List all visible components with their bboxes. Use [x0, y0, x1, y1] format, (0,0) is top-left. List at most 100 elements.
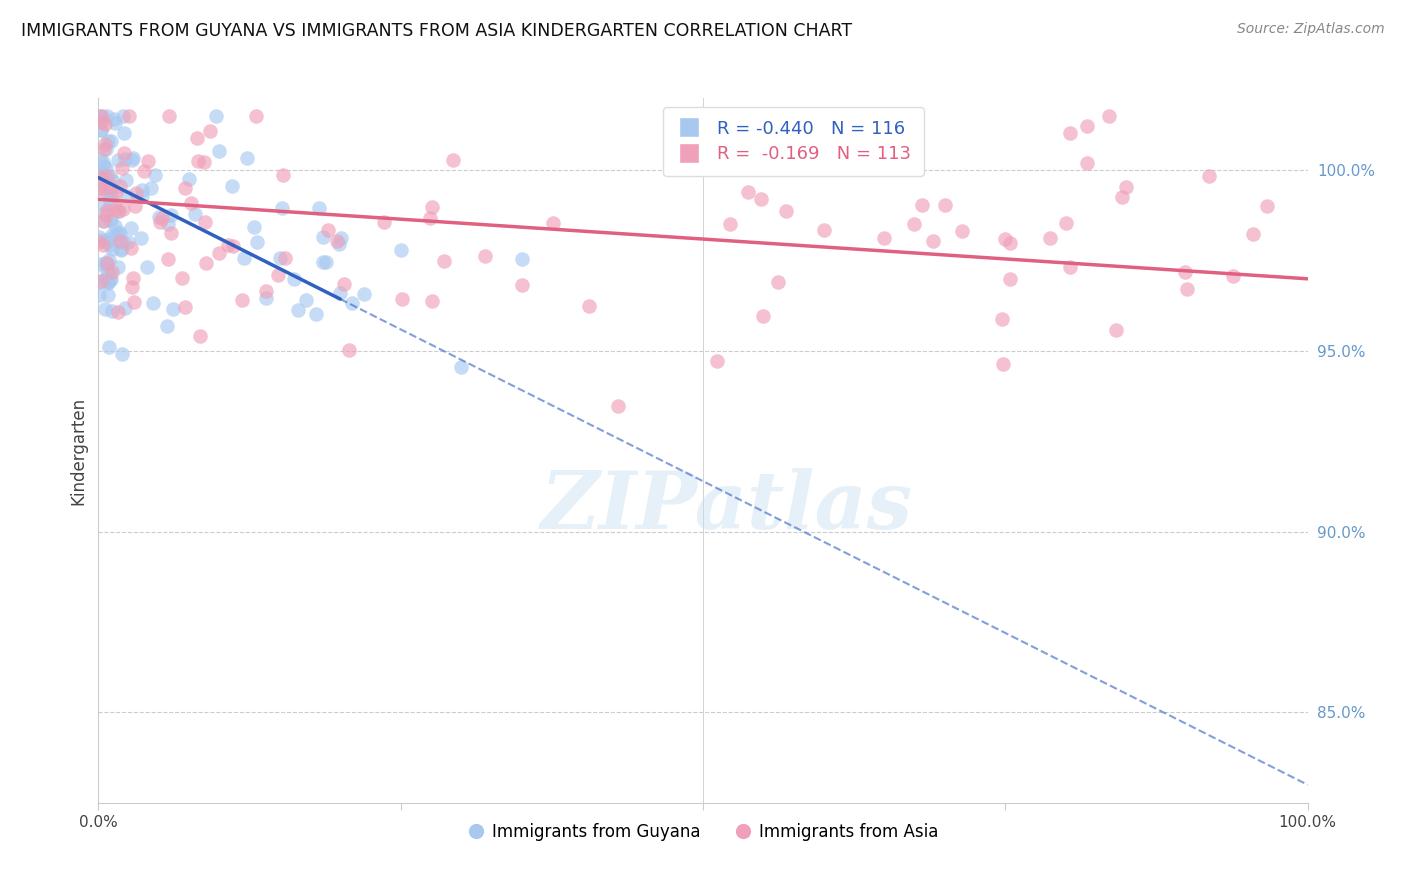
Point — [474, 249, 496, 263]
Point — [94, 136, 117, 151]
Point — [749, 192, 772, 206]
Point — [221, 178, 243, 193]
Point — [1174, 264, 1197, 278]
Point — [194, 256, 217, 270]
Text: ZIPatlas: ZIPatlas — [541, 468, 914, 546]
Point — [179, 172, 201, 186]
Point — [89, 176, 111, 190]
Point — [117, 235, 139, 249]
Point — [98, 187, 121, 202]
Point — [112, 145, 135, 160]
Point — [96, 257, 118, 271]
Point — [91, 167, 114, 181]
Point — [90, 109, 112, 123]
Point — [326, 235, 349, 249]
Point — [922, 234, 945, 248]
Point — [1241, 227, 1264, 241]
Point — [420, 201, 443, 215]
Point — [91, 109, 114, 123]
Point — [1105, 323, 1128, 337]
Point — [96, 202, 118, 217]
Point — [332, 277, 354, 291]
Point — [90, 180, 112, 194]
Point — [1198, 169, 1220, 184]
Point — [98, 213, 121, 227]
Point — [269, 251, 291, 265]
Point — [157, 109, 180, 123]
Point — [148, 210, 170, 224]
Point — [121, 153, 143, 167]
Point — [131, 189, 153, 203]
Point — [1256, 199, 1278, 213]
Point — [150, 211, 173, 225]
Point — [94, 302, 117, 317]
Point — [315, 255, 337, 269]
Point — [174, 300, 197, 314]
Point — [193, 154, 215, 169]
Point — [541, 216, 564, 230]
Point — [90, 274, 112, 288]
Point — [107, 260, 129, 274]
Point — [143, 168, 166, 182]
Point — [101, 189, 124, 203]
Point — [94, 256, 117, 270]
Point — [98, 169, 121, 183]
Point — [156, 217, 179, 231]
Point — [90, 166, 112, 180]
Point — [305, 308, 328, 322]
Point — [96, 273, 118, 287]
Point — [157, 252, 180, 267]
Point — [242, 220, 264, 235]
Point — [87, 235, 110, 249]
Point — [89, 182, 111, 196]
Point — [111, 347, 134, 361]
Point — [90, 122, 112, 136]
Point — [991, 312, 1014, 326]
Point — [111, 202, 134, 217]
Point — [337, 343, 360, 358]
Point — [91, 183, 114, 197]
Point — [111, 161, 134, 175]
Point — [245, 109, 267, 123]
Point — [89, 152, 111, 166]
Point — [187, 154, 209, 169]
Point — [160, 226, 183, 240]
Point — [752, 309, 775, 323]
Text: IMMIGRANTS FROM GUYANA VS IMMIGRANTS FROM ASIA KINDERGARTEN CORRELATION CHART: IMMIGRANTS FROM GUYANA VS IMMIGRANTS FRO… — [21, 22, 852, 40]
Point — [112, 126, 135, 140]
Point — [98, 238, 121, 252]
Point — [104, 219, 127, 233]
Point — [1054, 216, 1077, 230]
Point — [121, 151, 143, 165]
Point — [98, 180, 121, 194]
Point — [131, 231, 153, 245]
Point — [108, 235, 131, 249]
Point — [121, 280, 143, 294]
Point — [104, 116, 127, 130]
Point — [139, 181, 162, 195]
Text: Source: ZipAtlas.com: Source: ZipAtlas.com — [1237, 22, 1385, 37]
Point — [120, 221, 142, 235]
Point — [91, 197, 114, 211]
Point — [97, 276, 120, 290]
Point — [903, 217, 925, 231]
Point — [160, 208, 183, 222]
Point — [138, 153, 160, 168]
Point — [94, 235, 117, 249]
Point — [254, 284, 277, 298]
Point — [91, 154, 114, 169]
Point — [813, 223, 835, 237]
Point — [108, 225, 131, 239]
Point — [93, 142, 115, 156]
Point — [125, 186, 148, 200]
Point — [1076, 120, 1098, 134]
Point — [89, 275, 111, 289]
Point — [329, 286, 352, 301]
Point — [768, 275, 790, 289]
Point — [132, 163, 155, 178]
Point — [911, 198, 934, 212]
Point — [98, 340, 121, 354]
Point — [1059, 126, 1081, 140]
Point — [120, 241, 142, 255]
Point — [110, 243, 132, 257]
